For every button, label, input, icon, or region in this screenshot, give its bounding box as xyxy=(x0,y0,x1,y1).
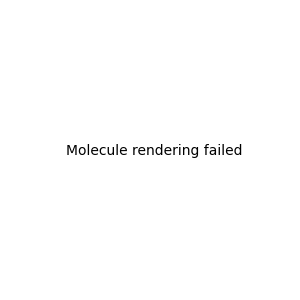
Text: Molecule rendering failed: Molecule rendering failed xyxy=(65,145,242,158)
